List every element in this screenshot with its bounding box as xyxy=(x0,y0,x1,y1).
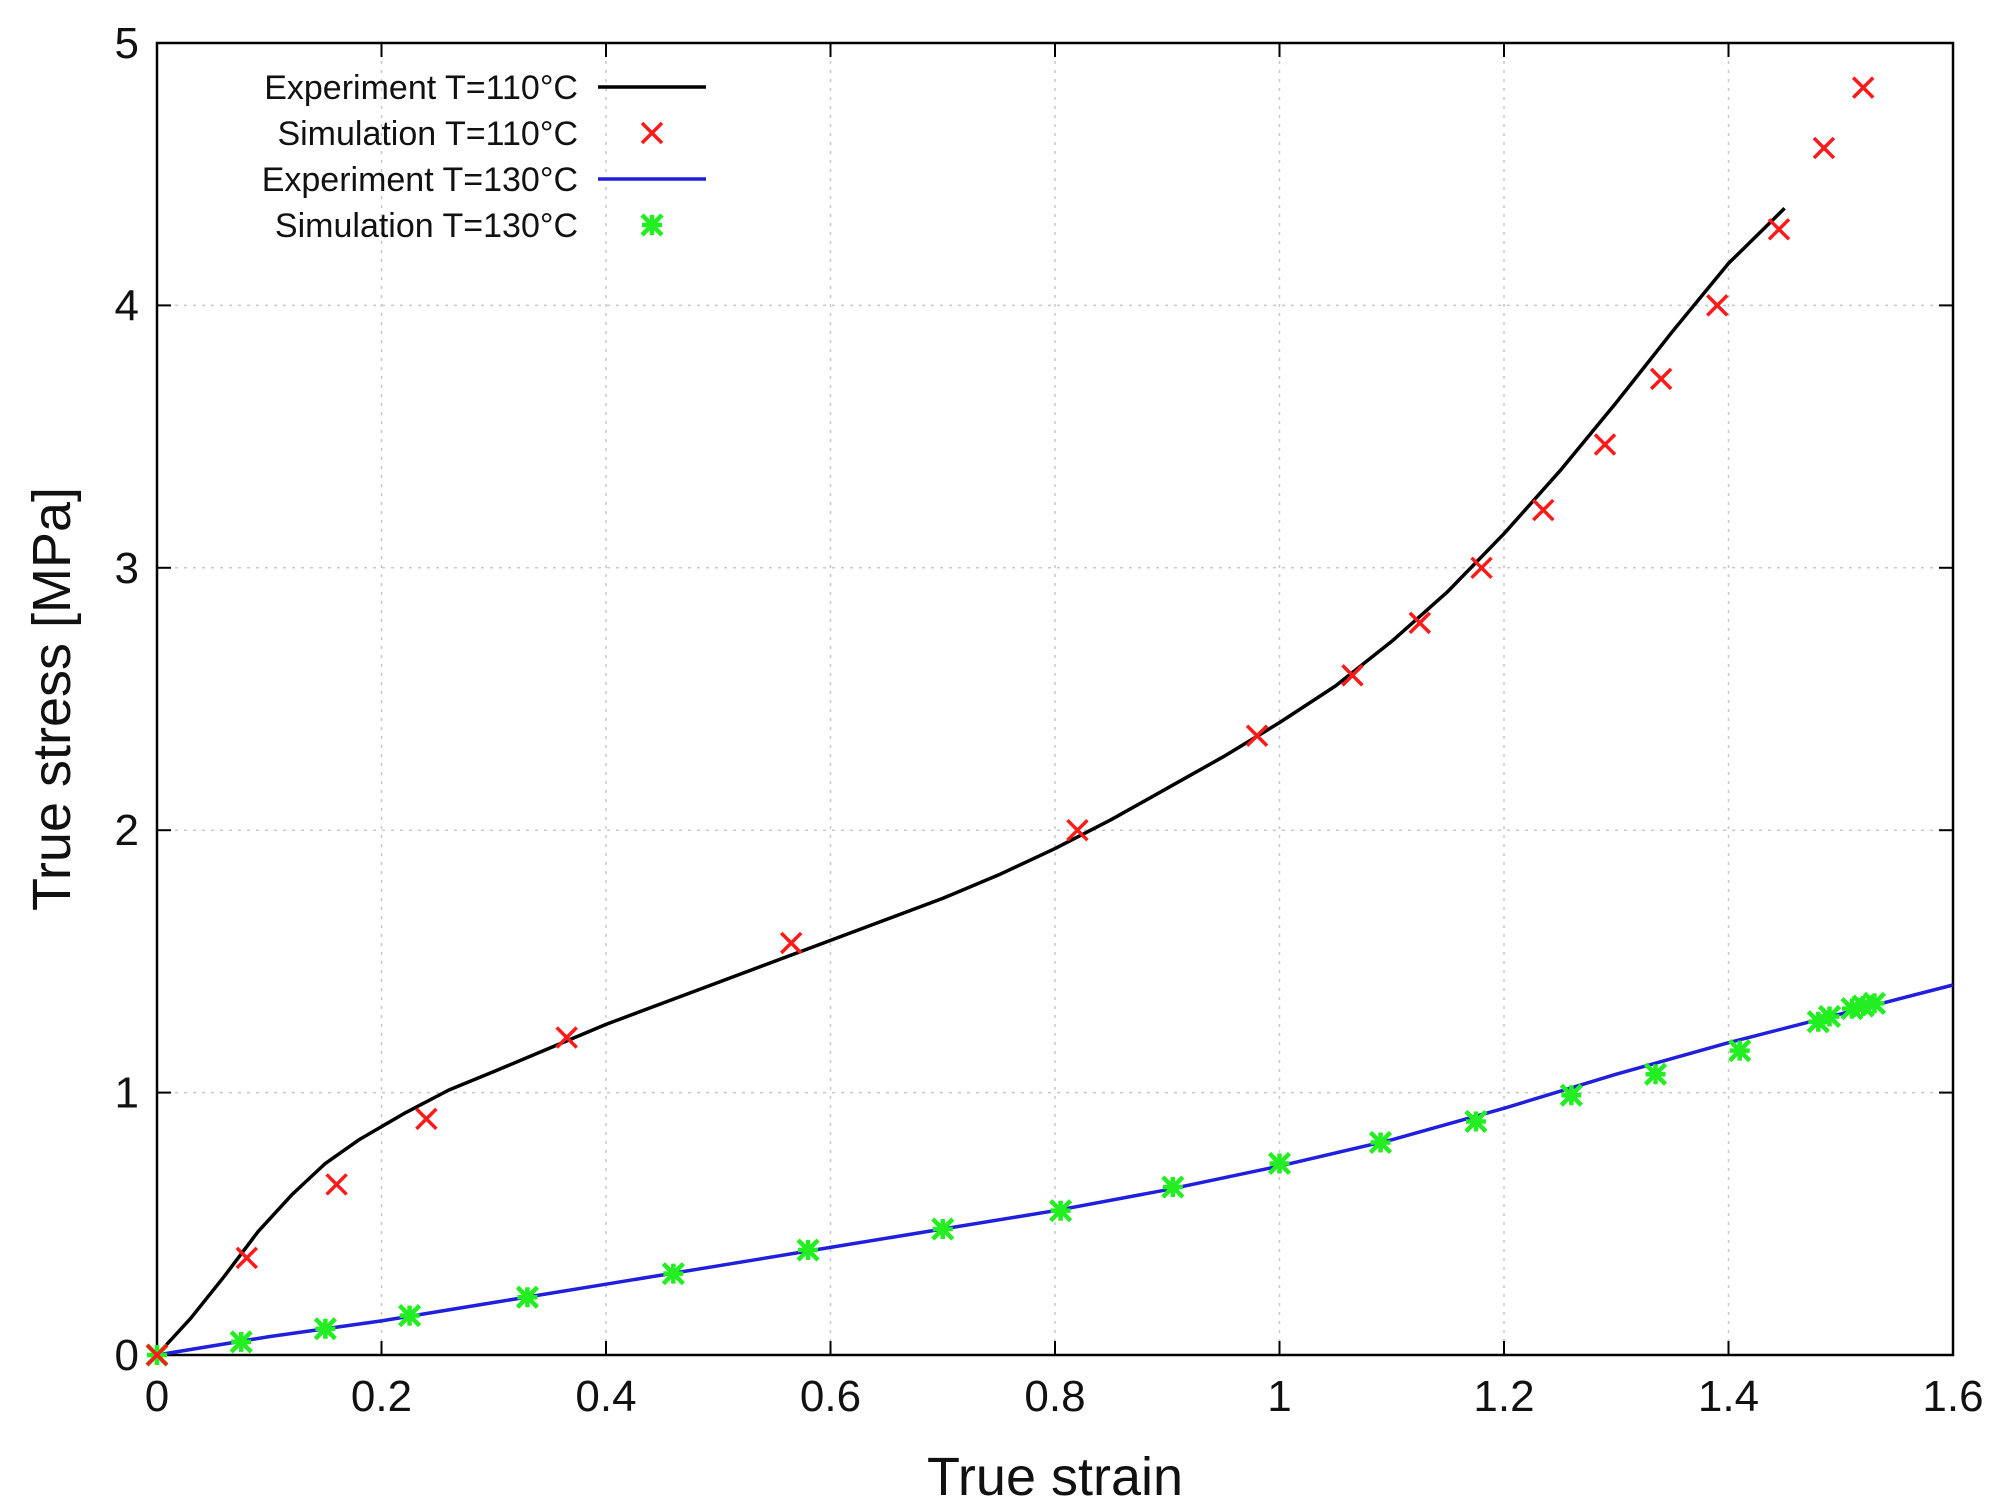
data-point xyxy=(779,931,803,955)
legend-label: Simulation T=130°C xyxy=(275,207,578,245)
data-point xyxy=(1643,1062,1668,1086)
x-tick-label: 1.2 xyxy=(1473,1372,1534,1421)
data-point xyxy=(1049,1199,1073,1223)
data-point xyxy=(1862,991,1887,1015)
legend-entry: Experiment T=130°C xyxy=(262,161,706,199)
series-line-exp110 xyxy=(155,207,1786,1357)
data-point xyxy=(1851,76,1875,99)
legend-entry: Simulation T=110°C xyxy=(277,115,664,153)
data-point xyxy=(1464,1109,1488,1134)
data-point xyxy=(1593,433,1617,456)
data-point xyxy=(1161,1175,1185,1199)
data-point xyxy=(145,1343,169,1367)
x-tick-label: 1.6 xyxy=(1922,1372,1983,1421)
legend: Experiment T=110°C Simulation T=110°C Expe… xyxy=(262,69,706,245)
data-point xyxy=(796,1238,820,1262)
legend-swatch xyxy=(640,121,664,145)
data-point xyxy=(1559,1083,1583,1107)
y-tick-label: 0 xyxy=(115,1331,139,1380)
data-point xyxy=(1368,1130,1393,1155)
data-point xyxy=(1341,664,1364,687)
data-point xyxy=(1812,136,1836,160)
data-point xyxy=(1767,218,1791,241)
data-point xyxy=(229,1330,253,1354)
data-point xyxy=(1245,724,1269,747)
data-point xyxy=(1728,1039,1752,1063)
y-tick-label: 4 xyxy=(115,281,139,330)
legend-entry: Simulation T=130°C xyxy=(275,207,664,245)
x-tick-label: 1.4 xyxy=(1698,1372,1759,1421)
series-markers-sim130 xyxy=(145,991,1887,1367)
legend-label: Experiment T=110°C xyxy=(264,69,578,107)
legend-swatch xyxy=(640,213,664,237)
x-axis-title: True strain xyxy=(927,1447,1183,1507)
x-tick-label: 0.4 xyxy=(575,1372,636,1421)
data-point xyxy=(1706,294,1729,317)
y-tick-label: 3 xyxy=(115,544,139,593)
data-point xyxy=(515,1285,540,1309)
y-tick-label: 5 xyxy=(115,19,139,68)
legend-label: Simulation T=110°C xyxy=(277,115,578,153)
data-point xyxy=(1649,367,1673,391)
data-series xyxy=(145,76,1954,1367)
x-tick-label: 0.6 xyxy=(800,1372,861,1421)
x-tick-label: 0.2 xyxy=(351,1372,412,1421)
data-point xyxy=(1066,818,1089,842)
x-tick-label: 0.8 xyxy=(1024,1372,1085,1421)
data-point xyxy=(397,1304,422,1328)
data-point xyxy=(235,1246,259,1270)
data-point xyxy=(1408,611,1432,635)
data-point xyxy=(1267,1151,1292,1176)
y-tick-label: 1 xyxy=(115,1069,139,1118)
data-point xyxy=(661,1262,685,1286)
data-point xyxy=(325,1173,348,1196)
axis-ticks: 0 0.2 0.4 0.6 0.8 1 1.2 1.4 1.6 0 1 2 3 4 5 xyxy=(115,19,1984,1421)
data-point xyxy=(313,1317,337,1341)
data-point xyxy=(415,1107,438,1131)
x-tick-label: 1 xyxy=(1267,1372,1291,1421)
data-point xyxy=(1532,498,1555,522)
x-tick-label: 0 xyxy=(145,1372,169,1421)
data-point xyxy=(555,1026,578,1049)
y-axis-title: True stress [MPa] xyxy=(22,487,82,911)
data-point xyxy=(931,1217,955,1241)
data-point xyxy=(1817,1004,1842,1029)
legend-entry: Experiment T=110°C xyxy=(264,69,706,107)
data-point xyxy=(1470,556,1493,580)
series-markers-sim110 xyxy=(145,76,1875,1367)
legend-label: Experiment T=130°C xyxy=(262,161,578,199)
y-tick-label: 2 xyxy=(115,806,139,855)
